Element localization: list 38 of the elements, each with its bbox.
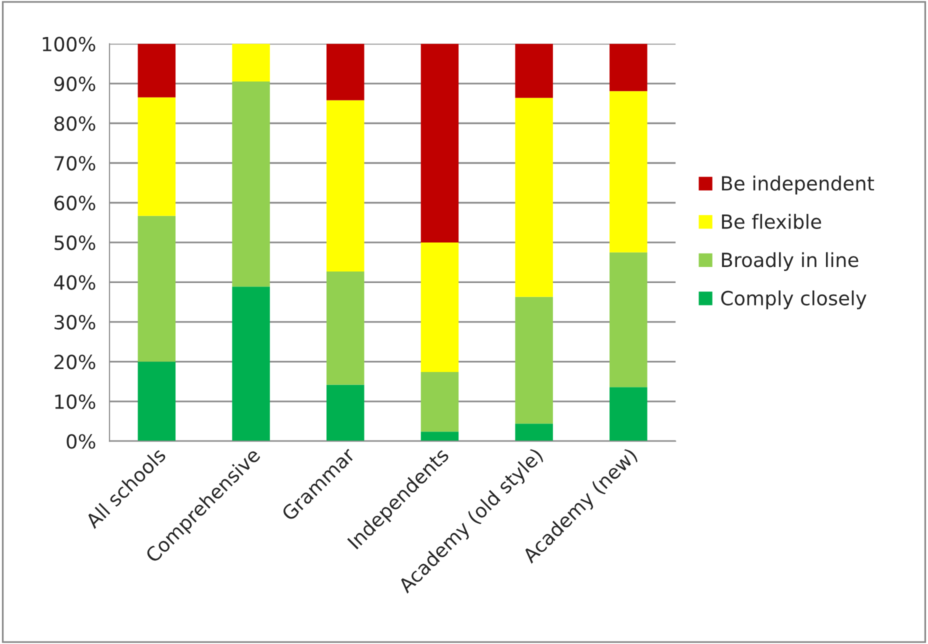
legend-label: Broadly in line: [722, 252, 858, 272]
y-tick-label: 20%: [54, 354, 96, 370]
bar: [232, 44, 270, 82]
y-tick-label: 100%: [42, 36, 96, 52]
bar: [326, 44, 364, 100]
bar: [420, 432, 459, 442]
legend-label: Be independent: [722, 176, 874, 194]
bar: [515, 424, 553, 442]
legend-label: Be flexible: [722, 214, 822, 229]
y-tick-label: 90%: [54, 76, 96, 92]
bar: [610, 44, 648, 92]
y-tick-label: 80%: [54, 116, 96, 131]
y-tick-label: 0%: [66, 434, 96, 449]
bar: [138, 97, 176, 216]
bar: [610, 91, 648, 252]
y-tick-label: 10%: [55, 394, 96, 410]
bar: [420, 44, 459, 242]
bar: [610, 252, 648, 388]
legend-label: Comply closely: [721, 290, 866, 310]
bar: [420, 242, 459, 372]
bar: [326, 271, 364, 385]
y-tick-label: 40%: [54, 275, 96, 290]
y-tick-label: 60%: [54, 196, 96, 210]
bar: [420, 372, 459, 432]
bar: [232, 82, 270, 287]
y-tick-label: 30%: [54, 314, 96, 330]
bar: [515, 296, 553, 424]
y-tick-label: 70%: [54, 156, 96, 171]
y-tick-label: 50%: [54, 235, 96, 250]
bar: [515, 44, 553, 98]
bar: [326, 384, 364, 442]
bar: [138, 44, 176, 98]
bar: [515, 98, 553, 297]
bar: [610, 387, 648, 442]
bar: [232, 286, 270, 442]
bar: [138, 216, 176, 362]
bar: [138, 362, 176, 442]
bar: [326, 100, 364, 272]
